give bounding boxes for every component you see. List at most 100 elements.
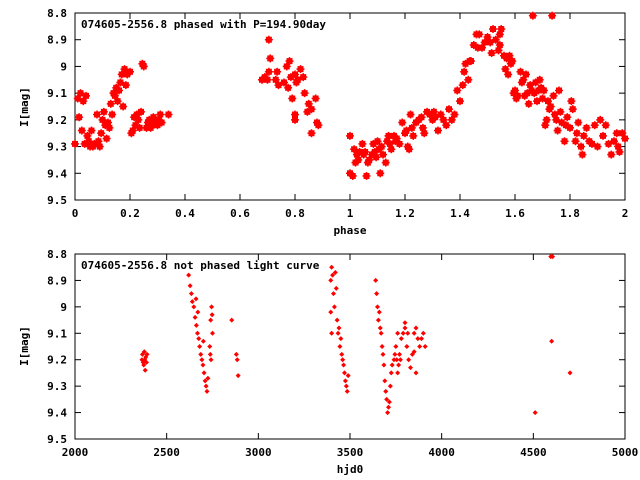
data-point bbox=[186, 272, 192, 278]
data-point bbox=[200, 362, 206, 368]
data-point bbox=[402, 320, 408, 326]
y-tick-label: 9.2 bbox=[47, 114, 67, 127]
data-point bbox=[579, 131, 588, 140]
data-point bbox=[202, 378, 208, 384]
y-axis-title: I[mag] bbox=[18, 87, 31, 127]
data-point bbox=[348, 171, 357, 180]
data-point bbox=[344, 388, 350, 394]
data-point bbox=[373, 137, 382, 146]
data-point bbox=[339, 351, 345, 357]
data-point bbox=[487, 49, 496, 58]
x-tick-label: 2500 bbox=[153, 446, 180, 459]
data-point bbox=[419, 336, 424, 342]
data-point bbox=[405, 145, 414, 154]
data-point bbox=[524, 99, 533, 108]
data-point bbox=[385, 410, 391, 416]
data-point bbox=[375, 304, 380, 310]
y-tick-label: 8.8 bbox=[47, 248, 67, 261]
data-point bbox=[156, 110, 165, 119]
chart-1: 0 0.2 0.4 0.6 0.8 1 1.2 1.4 1.6 1.8 2 8.8 8.9 9 9.1 9.2… bbox=[18, 7, 629, 237]
data-point bbox=[377, 325, 383, 331]
data-point bbox=[196, 336, 202, 342]
y-tick-label: 9.5 bbox=[47, 433, 67, 446]
y-tick-label: 9.3 bbox=[47, 380, 67, 393]
data-point bbox=[381, 362, 387, 368]
y-axis-title: I[mag] bbox=[18, 326, 31, 366]
x-tick-label: 0.2 bbox=[120, 207, 140, 220]
data-point bbox=[396, 362, 402, 368]
data-point bbox=[392, 351, 398, 357]
data-point bbox=[345, 373, 351, 379]
chart-title: 074605-2556.8 not phased light curve bbox=[81, 259, 320, 272]
data-point bbox=[420, 330, 426, 336]
y-tick-label: 9 bbox=[60, 60, 67, 73]
x-axis-title: phase bbox=[333, 224, 366, 237]
data-point bbox=[458, 81, 467, 90]
data-point bbox=[157, 118, 166, 127]
data-point bbox=[372, 153, 381, 162]
data-point bbox=[413, 370, 419, 376]
data-point bbox=[549, 338, 555, 344]
data-point bbox=[415, 336, 421, 342]
data-point bbox=[445, 105, 453, 114]
data-point bbox=[338, 336, 344, 342]
data-point bbox=[489, 25, 497, 34]
data-point bbox=[404, 344, 410, 349]
data-point bbox=[280, 78, 288, 87]
data-point bbox=[314, 121, 323, 130]
data-point bbox=[590, 121, 599, 130]
data-point bbox=[491, 35, 500, 44]
data-point bbox=[378, 330, 384, 336]
data-point bbox=[376, 309, 382, 315]
data-point bbox=[406, 357, 412, 363]
data-point bbox=[566, 123, 574, 132]
data-point bbox=[234, 357, 240, 363]
data-point bbox=[204, 388, 210, 394]
data-point bbox=[139, 62, 148, 71]
data-point bbox=[550, 254, 556, 260]
data-point bbox=[299, 73, 308, 82]
data-points bbox=[139, 254, 573, 416]
data-point bbox=[134, 115, 143, 124]
data-point bbox=[376, 169, 385, 178]
data-point bbox=[374, 291, 380, 297]
y-tick-label: 9.4 bbox=[47, 407, 67, 420]
x-tick-label: 1.4 bbox=[450, 207, 470, 220]
data-point bbox=[599, 131, 607, 140]
data-point bbox=[208, 357, 214, 363]
data-point bbox=[144, 359, 149, 365]
data-point bbox=[75, 113, 84, 122]
data-point bbox=[495, 41, 504, 50]
data-point bbox=[560, 137, 569, 146]
data-point bbox=[381, 158, 390, 167]
data-point bbox=[331, 304, 337, 310]
data-point bbox=[284, 83, 293, 92]
data-point bbox=[375, 317, 381, 323]
x-tick-label: 4000 bbox=[428, 446, 455, 459]
x-tick-label: 0.6 bbox=[230, 207, 250, 220]
data-point bbox=[77, 126, 86, 135]
data-point bbox=[208, 317, 214, 323]
data-point bbox=[388, 370, 394, 376]
data-point bbox=[121, 81, 130, 90]
data-point bbox=[411, 330, 417, 336]
data-point bbox=[188, 291, 194, 297]
x-axis-title: hjd0 bbox=[337, 463, 364, 476]
data-point bbox=[464, 75, 473, 84]
data-point bbox=[335, 330, 341, 336]
x-tick-label: 0 bbox=[72, 207, 79, 220]
x-tick-label: 3000 bbox=[245, 446, 272, 459]
data-point bbox=[379, 344, 385, 349]
data-point bbox=[574, 118, 583, 127]
data-point bbox=[601, 121, 610, 130]
data-point bbox=[102, 134, 111, 143]
data-point bbox=[539, 86, 548, 95]
data-point bbox=[467, 57, 475, 66]
data-point bbox=[191, 304, 197, 310]
data-point bbox=[337, 344, 343, 349]
y-tick-label: 9.3 bbox=[47, 141, 67, 154]
data-point bbox=[621, 134, 629, 143]
data-point bbox=[341, 362, 347, 368]
data-point bbox=[395, 370, 401, 376]
